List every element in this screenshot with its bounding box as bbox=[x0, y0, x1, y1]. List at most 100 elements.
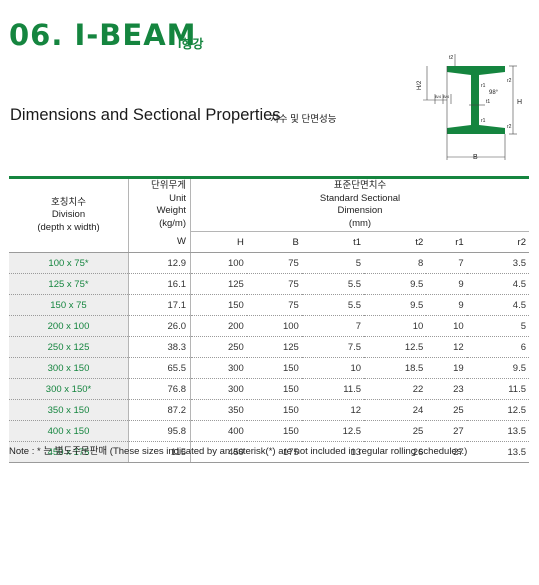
t1-label: t1 bbox=[486, 99, 490, 105]
cell-t1: 5.5 bbox=[301, 294, 365, 316]
table-row: 400 x 150 95.8 400 150 12.5 25 27 13.5 bbox=[9, 420, 529, 442]
r1-label-top: r1 bbox=[481, 83, 486, 89]
b-label: B bbox=[473, 154, 478, 161]
cell-r1: 23 bbox=[426, 378, 467, 400]
cell-r1: 27 bbox=[426, 441, 467, 463]
cell-div: 250 x 125 bbox=[9, 336, 129, 358]
cell-div: 450 x 175 bbox=[9, 441, 129, 463]
cell-h: 300 bbox=[190, 357, 247, 379]
cell-t2: 22 bbox=[364, 378, 427, 400]
cell-b: 75 bbox=[246, 273, 302, 295]
cell-t2: 24 bbox=[364, 399, 427, 421]
t2-label: t2 bbox=[449, 55, 453, 61]
cell-r2: 3.5 bbox=[466, 252, 529, 274]
col-header-r1: r1 bbox=[426, 231, 467, 253]
cell-div: 125 x 75* bbox=[9, 273, 129, 295]
footnote: Note : * 는 별도주문판매 (These sizes indicated… bbox=[9, 446, 468, 457]
cell-h: 450 bbox=[190, 441, 247, 463]
table-row: 350 x 150 87.2 350 150 12 24 25 12.5 bbox=[9, 399, 529, 421]
cell-b: 150 bbox=[246, 399, 302, 421]
cell-t1: 12 bbox=[301, 399, 365, 421]
cell-r1: 9 bbox=[426, 294, 467, 316]
angle-label: 98° bbox=[489, 90, 499, 96]
col-header-b: B bbox=[246, 231, 302, 253]
table-body: 100 x 75* 12.9 100 75 5 8 7 3.5 125 x 75* 16.1 125… bbox=[9, 252, 529, 463]
cell-w: 17.1 bbox=[128, 294, 191, 316]
section-subtitle: Dimensions and Sectional Properties bbox=[10, 106, 281, 124]
table-row: 450 x 175 115 450 175 13 26 27 13.5 bbox=[9, 441, 529, 463]
cell-w: 87.2 bbox=[128, 399, 191, 421]
cell-r2: 6 bbox=[466, 336, 529, 358]
page-title: 06. I-BEAM bbox=[9, 18, 197, 52]
cell-b: 150 bbox=[246, 378, 302, 400]
cell-r2: 13.5 bbox=[466, 441, 529, 463]
cell-r2: 4.5 bbox=[466, 294, 529, 316]
cell-w: 12.9 bbox=[128, 252, 191, 274]
cell-b: 125 bbox=[246, 336, 302, 358]
cell-r1: 12 bbox=[426, 336, 467, 358]
cell-h: 250 bbox=[190, 336, 247, 358]
cell-w: 26.0 bbox=[128, 315, 191, 337]
table-row: 150 x 75 17.1 150 75 5.5 9.5 9 4.5 bbox=[9, 294, 529, 316]
weight-header: 단위무게 Unit Weight (kg/m) bbox=[128, 176, 191, 232]
cell-w: 95.8 bbox=[128, 420, 191, 442]
cell-b: 100 bbox=[246, 315, 302, 337]
cell-t1: 5.5 bbox=[301, 273, 365, 295]
cell-div: 200 x 100 bbox=[9, 315, 129, 337]
cell-r1: 19 bbox=[426, 357, 467, 379]
cell-h: 100 bbox=[190, 252, 247, 274]
i-beam-shape bbox=[447, 66, 505, 134]
cell-div: 300 x 150 bbox=[9, 357, 129, 379]
header-row-sub: W H B t1 t2 r1 r2 bbox=[9, 231, 529, 253]
table-row: 125 x 75* 16.1 125 75 5.5 9.5 9 4.5 bbox=[9, 273, 529, 295]
cell-t1: 7.5 bbox=[301, 336, 365, 358]
cell-h: 150 bbox=[190, 294, 247, 316]
cell-t2: 25 bbox=[364, 420, 427, 442]
cell-r2: 4.5 bbox=[466, 273, 529, 295]
r2-label-bottom: r2 bbox=[507, 124, 512, 130]
cell-h: 400 bbox=[190, 420, 247, 442]
cell-r2: 11.5 bbox=[466, 378, 529, 400]
cell-w: 115 bbox=[128, 441, 191, 463]
cell-r2: 12.5 bbox=[466, 399, 529, 421]
cell-r2: 13.5 bbox=[466, 420, 529, 442]
cell-r1: 9 bbox=[426, 273, 467, 295]
b-quarter-label-1: B/4 bbox=[435, 94, 442, 99]
cell-r2: 9.5 bbox=[466, 357, 529, 379]
cell-t1: 13 bbox=[301, 441, 365, 463]
cell-t1: 11.5 bbox=[301, 378, 365, 400]
cell-t2: 10 bbox=[364, 315, 427, 337]
cell-t1: 10 bbox=[301, 357, 365, 379]
cell-w: 76.8 bbox=[128, 378, 191, 400]
cell-b: 150 bbox=[246, 357, 302, 379]
cell-div: 400 x 150 bbox=[9, 420, 129, 442]
cell-w: 65.5 bbox=[128, 357, 191, 379]
col-header-r2: r2 bbox=[466, 231, 529, 253]
cell-h: 350 bbox=[190, 399, 247, 421]
col-header-t2: t2 bbox=[364, 231, 427, 253]
cell-div: 100 x 75* bbox=[9, 252, 129, 274]
page-title-korean: I형강 bbox=[178, 37, 204, 51]
b-quarter-label-2: B/4 bbox=[443, 94, 450, 99]
section-subtitle-korean: 치수 및 단면성능 bbox=[270, 114, 337, 125]
cell-r1: 25 bbox=[426, 399, 467, 421]
table-row: 250 x 125 38.3 250 125 7.5 12.5 12 6 bbox=[9, 336, 529, 358]
cell-r2: 5 bbox=[466, 315, 529, 337]
cell-w: 16.1 bbox=[128, 273, 191, 295]
cell-h: 300 bbox=[190, 378, 247, 400]
cell-t2: 9.5 bbox=[364, 294, 427, 316]
i-beam-diagram: t2 H/2 B/4 B/4 r1 r2 98° t1 H r1 r2 B bbox=[417, 54, 522, 161]
cell-r1: 10 bbox=[426, 315, 467, 337]
standard-dimension-header: 표준단면치수 Standard Sectional Dimension (mm) bbox=[190, 176, 529, 232]
cell-b: 175 bbox=[246, 441, 302, 463]
cell-t1: 7 bbox=[301, 315, 365, 337]
cell-h: 200 bbox=[190, 315, 247, 337]
cell-t2: 26 bbox=[364, 441, 427, 463]
division-header: 호칭치수 Division (depth x width) bbox=[9, 176, 129, 253]
cell-div: 350 x 150 bbox=[9, 399, 129, 421]
cell-t1: 5 bbox=[301, 252, 365, 274]
h-label: H bbox=[517, 99, 522, 106]
table-row: 100 x 75* 12.9 100 75 5 8 7 3.5 bbox=[9, 252, 529, 274]
cell-t2: 8 bbox=[364, 252, 427, 274]
cell-b: 150 bbox=[246, 420, 302, 442]
